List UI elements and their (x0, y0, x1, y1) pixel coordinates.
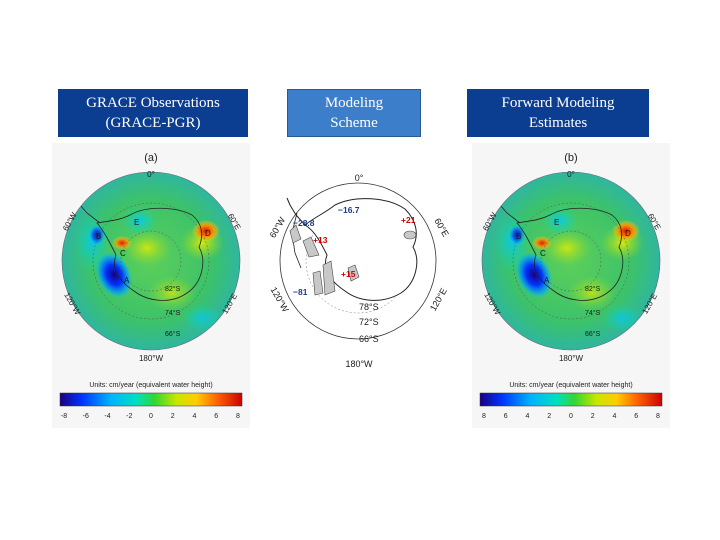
colorbar-tick-label: 6 (214, 413, 218, 420)
header-modeling-scheme: Modeling Scheme (287, 89, 421, 137)
colorbar-tick-label: -8 (61, 413, 67, 420)
mass-change-value: −81 (293, 287, 308, 297)
forward-model-map-panel: (b) 0° 60°W 60°E 120°W 120°E 180°W (472, 143, 670, 428)
colorbar-tick-label: 2 (547, 413, 551, 420)
colorbar-tick-label: 6 (634, 413, 638, 420)
colorbar-tick-label: 2 (591, 413, 595, 420)
lon-label: 180°W (559, 354, 584, 363)
units-label: Units: cm/year (equivalent water height) (89, 382, 212, 389)
colorbar-tick-label: 2 (171, 413, 175, 420)
colorbar-tick-label: 4 (193, 413, 197, 420)
region-label: A (544, 276, 550, 285)
region-label: E (134, 218, 139, 227)
panel-label: (a) (144, 152, 157, 164)
gravity-anomaly-map (62, 172, 240, 350)
units-label: Units: cm/year (equivalent water height) (509, 382, 632, 389)
lat-label: 66°S (585, 330, 601, 338)
panel-label: (b) (564, 152, 577, 164)
header-forward-modeling: Forward Modeling Estimates (467, 89, 649, 137)
lat-label: 82°S (165, 285, 181, 293)
colorbar (59, 392, 243, 407)
colorbar-tick-label: 0 (149, 413, 153, 420)
grace-observation-map-panel: (a) 0° 60°W 60°E 120°W 120°E 180°W (52, 143, 250, 428)
lat-label: 66°S (359, 334, 379, 344)
colorbar-tick-label: 8 (482, 413, 486, 420)
colorbar-tick-label: 4 (613, 413, 617, 420)
colorbar-tick-label: -6 (83, 413, 89, 420)
mass-change-value: −28.8 (293, 218, 315, 228)
lat-label: 78°S (359, 302, 379, 312)
lon-label: 180°W (345, 359, 373, 369)
region-label: B (516, 232, 521, 241)
colorbar-tick-label: 8 (236, 413, 240, 420)
colorbar (479, 392, 663, 407)
header-line: GRACE Observations (86, 95, 220, 111)
region-label: D (625, 229, 631, 238)
colorbar-tick-label: 0 (569, 413, 573, 420)
region-label: D (205, 229, 211, 238)
region-label: C (120, 249, 126, 258)
region-label: E (554, 218, 559, 227)
modeling-scheme-map: 0° 60°W 60°E 120°W 120°E 180°W 78°S 72°S… (263, 143, 453, 373)
colorbar-tick-label: 6 (504, 413, 508, 420)
lat-label: 82°S (585, 285, 601, 293)
lat-label: 66°S (165, 330, 181, 338)
lat-label: 72°S (359, 317, 379, 327)
region-label: B (96, 232, 101, 241)
lat-label: 74°S (585, 309, 601, 317)
header-line: Forward Modeling (501, 95, 615, 111)
lon-label: 0° (147, 170, 155, 179)
region-label: A (124, 276, 130, 285)
lon-label: 0° (567, 170, 575, 179)
header-line: Scheme (330, 115, 378, 131)
header-line: Estimates (528, 115, 588, 131)
gravity-anomaly-map (482, 172, 660, 350)
mass-change-value: +15 (341, 269, 356, 279)
colorbar-tick-label: 8 (656, 413, 660, 420)
mass-change-value: −16.7 (338, 205, 360, 215)
colorbar-tick-label: 4 (526, 413, 530, 420)
header-line: (GRACE-PGR) (105, 115, 201, 131)
lon-label: 0° (355, 173, 364, 183)
colorbar-tick-label: -4 (104, 413, 110, 420)
region-label: C (540, 249, 546, 258)
header-line: Modeling (324, 95, 384, 111)
mass-change-value: +21 (401, 215, 416, 225)
mass-change-value: +13 (313, 235, 328, 245)
colorbar-tick-label: -2 (126, 413, 132, 420)
header-grace-observations: GRACE Observations (GRACE-PGR) (58, 89, 248, 137)
lon-label: 180°W (139, 354, 164, 363)
lat-label: 74°S (165, 309, 181, 317)
